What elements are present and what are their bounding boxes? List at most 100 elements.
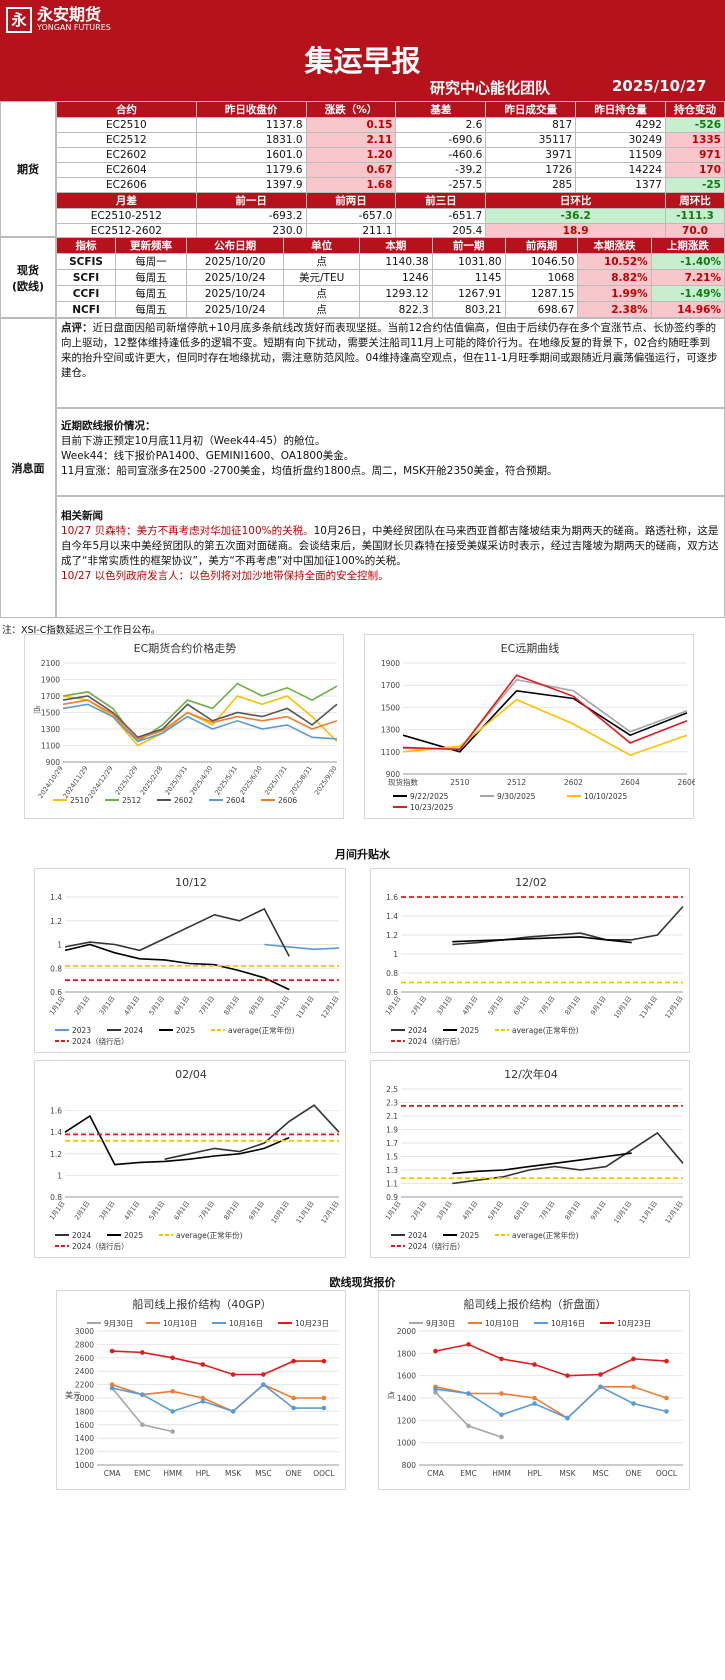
legend-label: 2606	[278, 796, 297, 805]
data-point	[466, 1391, 471, 1396]
legend-label: 9/30/2025	[497, 792, 536, 801]
header-cell: 合约	[56, 101, 197, 118]
series-line	[402, 689, 688, 753]
x-tick-label: CMA	[427, 1469, 445, 1478]
y-tick-label: 0.8	[50, 1193, 62, 1202]
data-point	[631, 1401, 636, 1406]
news-headline: 10/27 以色列政府发言人：以色列将对加沙地带保持全面的安全控制。	[61, 570, 389, 582]
x-tick-label: 10月1日	[612, 995, 633, 1020]
table-row: EC2512-2602 230.0 211.1 205.4 18.9 70.0	[56, 223, 725, 239]
y-tick-label: 2800	[75, 1340, 94, 1349]
legend-label: 9月30日	[104, 1319, 133, 1328]
logo-en: YONGAN FUTURES	[37, 23, 111, 32]
y-tick-label: 1	[57, 941, 62, 950]
x-tick-label: 2025/1/29	[114, 765, 140, 797]
legend-label: 10月10日	[163, 1319, 197, 1328]
x-tick-label: 4月1日	[461, 995, 480, 1017]
y-tick-label: 1200	[75, 1448, 94, 1457]
table-cell: 1179.6	[195, 162, 307, 178]
y-axis-label: 点	[33, 706, 41, 715]
table-cell: 14.96%	[650, 301, 725, 318]
table-cell: 7.21%	[650, 269, 725, 286]
table-cell: -39.2	[395, 162, 487, 178]
y-tick-label: 0.8	[50, 964, 62, 973]
table-cell: 35117	[485, 132, 577, 148]
spot-section-title: 欧线现货报价	[329, 1276, 396, 1289]
data-point	[433, 1348, 438, 1354]
y-tick-label: 1400	[75, 1434, 94, 1443]
table-cell: -257.5	[395, 177, 487, 193]
data-point	[321, 1405, 327, 1411]
y-tick-label: 1.6	[50, 1107, 62, 1116]
table-cell: 1.20	[305, 147, 397, 163]
table-cell: 每周五	[115, 269, 187, 286]
table-cell: 1267.91	[431, 285, 506, 302]
header-cell: 周环比	[665, 192, 725, 209]
spot-40gp-chart: 船司线上报价结构（40GP） 1000 1200 1400 1600 1800 2000 22…	[56, 1290, 346, 1490]
y-tick-label: 1300	[381, 726, 400, 735]
x-tick-label: 2月1日	[73, 1200, 92, 1222]
table-cell: 1.99%	[577, 285, 652, 302]
futures-side-label: 期货	[0, 101, 56, 237]
x-tick-label: 3月1日	[435, 995, 454, 1017]
quote-block: 近期欧线报价情况： 目前下游正预定10月底11月初（Week44-45）的舱位。…	[56, 408, 725, 496]
table-cell: EC2604	[56, 162, 197, 178]
data-point	[170, 1409, 175, 1414]
x-tick-label: 2024/10/29	[37, 765, 65, 800]
y-tick-label: 1	[57, 1171, 62, 1180]
x-tick-label: 2月1日	[73, 995, 92, 1017]
legend-label: 2024	[124, 1026, 143, 1035]
x-tick-label: 2510	[450, 778, 469, 787]
table-cell: 点	[283, 253, 360, 270]
series-line	[435, 1385, 667, 1420]
x-tick-label: 11月1日	[638, 1200, 659, 1225]
legend-label: 10月23日	[295, 1319, 329, 1328]
x-tick-label: 2月1日	[410, 1200, 429, 1222]
logo-cn: 永安期货	[37, 5, 102, 24]
table-cell: 1601.0	[195, 147, 307, 163]
x-tick-label: 2025/6/30	[238, 765, 264, 797]
quote-line: 目前下游正预定10月底11月初（Week44-45）的舱位。	[61, 435, 326, 447]
data-point	[261, 1372, 266, 1377]
table-cell: 点	[283, 301, 360, 318]
y-tick-label: 1500	[41, 709, 60, 718]
table-cell: 1397.9	[195, 177, 307, 193]
table-row: EC2512 1831.0 2.11 -690.6 35117 30249 1335	[56, 132, 725, 148]
data-point	[433, 1386, 438, 1392]
y-tick-label: 1.2	[50, 1150, 62, 1159]
x-tick-label: 4月1日	[123, 1200, 142, 1222]
company-logo: 永 永安期货 YONGAN FUTURES	[6, 6, 111, 33]
y-tick-label: 2.3	[386, 1099, 398, 1108]
y-tick-label: 2.1	[386, 1112, 398, 1121]
data-point	[170, 1429, 175, 1434]
y-tick-label: 0.6	[386, 988, 398, 997]
series-line	[62, 682, 338, 743]
series-line	[164, 1104, 340, 1160]
y-axis-label: 美元	[65, 1390, 81, 1400]
series-line	[452, 905, 684, 946]
series-line	[435, 1343, 667, 1377]
x-tick-label: 7月1日	[538, 1200, 557, 1222]
y-tick-label: 1500	[381, 703, 400, 712]
legend-label: 2024（绕行后）	[72, 1241, 129, 1251]
news-headline: 10/27 贝森特：美方不再考虑对华加征100%的关税。	[61, 525, 314, 537]
table-cell: 30249	[575, 132, 666, 148]
data-point	[230, 1372, 236, 1377]
spot-table: 指标 更新频率 公布日期 单位 本期 前一期 前两期 本期涨跌 上期涨跌 SCFIS 每周一 2025…	[55, 237, 725, 318]
table-cell: 美元/TEU	[283, 269, 360, 286]
series-line	[264, 943, 340, 951]
y-tick-label: 1800	[397, 1349, 416, 1358]
report-title: 集运早报	[304, 44, 421, 78]
table-cell: 0.67	[305, 162, 397, 178]
x-tick-label: 5月1日	[148, 995, 167, 1017]
series-line	[111, 1383, 324, 1413]
y-tick-label: 1600	[75, 1421, 94, 1430]
series-line	[452, 1131, 684, 1185]
table-cell: 14224	[575, 162, 666, 178]
x-tick-label: 2月1日	[410, 995, 429, 1017]
table-cell: 2.6	[395, 117, 487, 133]
y-tick-label: 1900	[41, 676, 60, 685]
table-cell: 817	[485, 117, 577, 133]
table-row: EC2604 1179.6 0.67 -39.2 1726 14224 170	[56, 162, 725, 178]
x-tick-label: 3月1日	[98, 995, 117, 1017]
